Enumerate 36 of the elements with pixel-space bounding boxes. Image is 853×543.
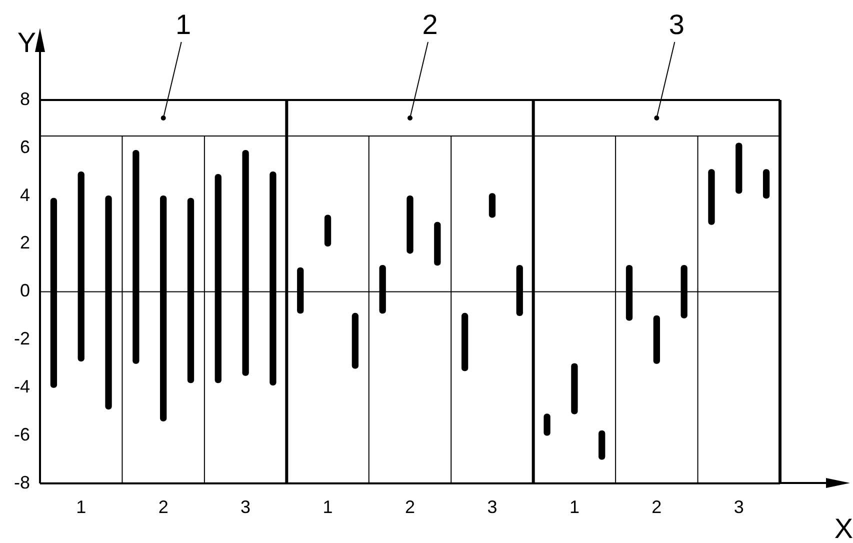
y-tick-label: -6 [14,424,30,444]
bar [544,414,550,436]
y-tick-label: 8 [20,88,30,109]
bar [324,214,332,246]
bar [406,196,414,254]
x-tick-label: 2 [404,497,416,518]
x-tick-label: 3 [240,497,251,518]
x-tick-label: 1 [76,497,86,518]
y-axis-title: Y [17,27,36,58]
x-tick-label: 1 [322,497,333,518]
y-tick-label: 2 [20,232,30,253]
bar [461,312,468,372]
bar [708,169,715,225]
x-axis-title: X [834,513,853,543]
bar [488,193,496,218]
x-tick-label: 1 [569,497,580,518]
y-tick-label: 4 [20,184,30,205]
x-tick-label: 3 [487,497,498,518]
y-tick-label: 6 [20,136,30,157]
x-tick-label: 2 [158,497,168,518]
bar [736,142,742,194]
x-tick-label: 3 [734,497,744,518]
text: 1 [176,9,192,40]
y-tick-label: -2 [14,328,30,349]
bar [653,315,660,364]
y-tick-label: 0 [20,280,30,301]
text: 2 [422,9,438,40]
bar [762,169,770,199]
text: 3 [668,9,684,40]
bar [598,430,606,460]
bar [352,312,359,369]
bar [434,222,441,266]
x-tick-label: 2 [652,497,662,518]
y-tick-label: -4 [14,376,30,397]
y-tick-label: -8 [14,472,30,492]
bar [571,363,578,414]
